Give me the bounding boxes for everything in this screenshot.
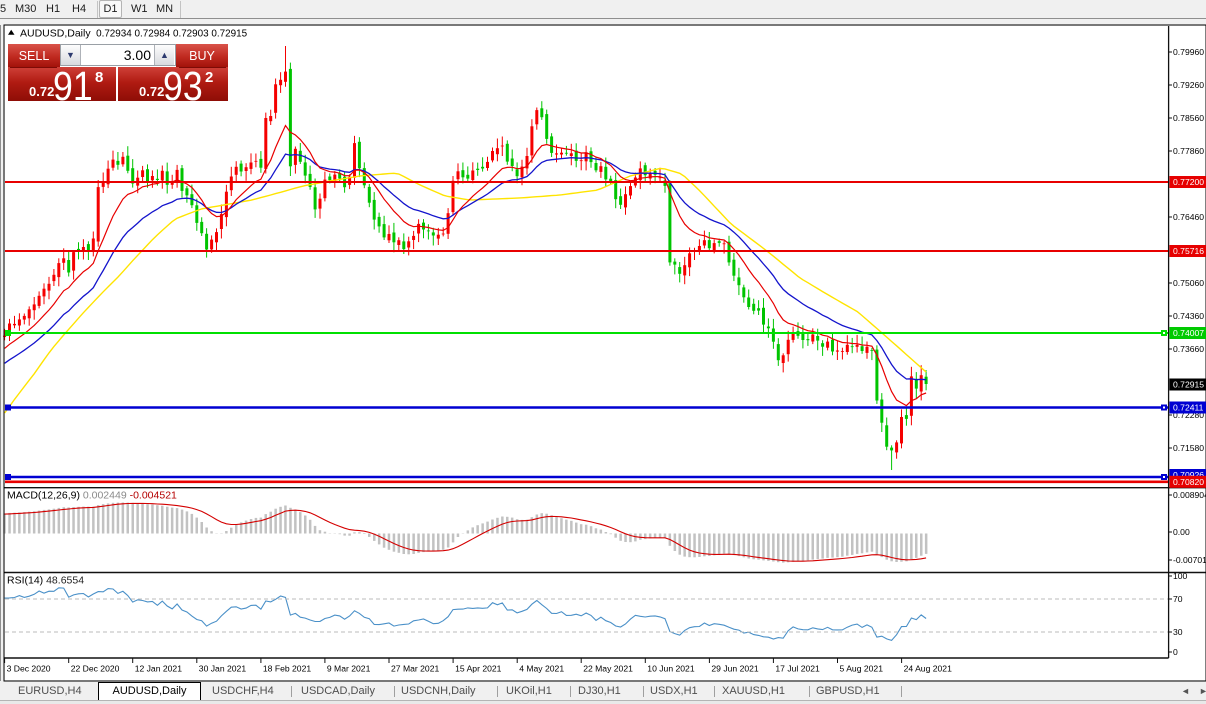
- svg-text:MACD(12,26,9) 0.002449 -0.0045: MACD(12,26,9) 0.002449 -0.004521: [7, 490, 177, 502]
- svg-text:30 Jan 2021: 30 Jan 2021: [199, 664, 247, 674]
- svg-text:0.71580: 0.71580: [1173, 443, 1204, 453]
- svg-text:0.79960: 0.79960: [1173, 47, 1204, 57]
- svg-text:10 Jun 2021: 10 Jun 2021: [647, 664, 695, 674]
- svg-text:0.70820: 0.70820: [1173, 477, 1204, 487]
- svg-text:0.77860: 0.77860: [1173, 146, 1204, 156]
- svg-text:0.78560: 0.78560: [1173, 113, 1204, 123]
- svg-text:0.74007: 0.74007: [1173, 328, 1204, 338]
- svg-text:-0.00701: -0.00701: [1173, 555, 1206, 565]
- svg-text:24 Aug 2021: 24 Aug 2021: [904, 664, 952, 674]
- svg-text:0.73660: 0.73660: [1173, 344, 1204, 354]
- svg-text:22 Dec 2020: 22 Dec 2020: [71, 664, 120, 674]
- svg-text:22 May 2021: 22 May 2021: [583, 664, 633, 674]
- svg-text:9 Mar 2021: 9 Mar 2021: [327, 664, 371, 674]
- svg-text:0.72411: 0.72411: [1173, 403, 1204, 413]
- svg-text:15 Apr 2021: 15 Apr 2021: [455, 664, 502, 674]
- svg-text:17 Jul 2021: 17 Jul 2021: [775, 664, 820, 674]
- svg-text:100: 100: [1173, 571, 1188, 581]
- svg-text:AUDUSD,Daily 0.72934 0.72984: AUDUSD,Daily 0.72934 0.72984 0.72903 0.7…: [20, 28, 248, 40]
- svg-text:12 Jan 2021: 12 Jan 2021: [135, 664, 183, 674]
- svg-text:0.72915: 0.72915: [1173, 380, 1204, 390]
- svg-text:0.70926: 0.70926: [1173, 470, 1204, 480]
- svg-text:27 Mar 2021: 27 Mar 2021: [391, 664, 439, 674]
- svg-text:0.75060: 0.75060: [1173, 278, 1204, 288]
- svg-text:0.76460: 0.76460: [1173, 212, 1204, 222]
- svg-text:5 Aug 2021: 5 Aug 2021: [840, 664, 884, 674]
- svg-text:0.72280: 0.72280: [1173, 410, 1204, 420]
- svg-text:3 Dec 2020: 3 Dec 2020: [7, 664, 51, 674]
- svg-text:29 Jun 2021: 29 Jun 2021: [711, 664, 759, 674]
- svg-text:0.008904: 0.008904: [1173, 490, 1206, 500]
- svg-text:0.74360: 0.74360: [1173, 311, 1204, 321]
- svg-text:4 May 2021: 4 May 2021: [519, 664, 564, 674]
- svg-text:RSI(14) 48.6554: RSI(14) 48.6554: [7, 575, 84, 587]
- svg-text:0: 0: [1173, 647, 1178, 657]
- svg-text:30: 30: [1173, 627, 1183, 637]
- svg-text:70: 70: [1173, 594, 1183, 604]
- svg-text:0.79260: 0.79260: [1173, 80, 1204, 90]
- svg-text:18 Feb 2021: 18 Feb 2021: [263, 664, 311, 674]
- svg-text:0.75716: 0.75716: [1173, 246, 1204, 256]
- svg-text:0.77200: 0.77200: [1173, 177, 1204, 187]
- svg-text:0.00: 0.00: [1173, 527, 1190, 537]
